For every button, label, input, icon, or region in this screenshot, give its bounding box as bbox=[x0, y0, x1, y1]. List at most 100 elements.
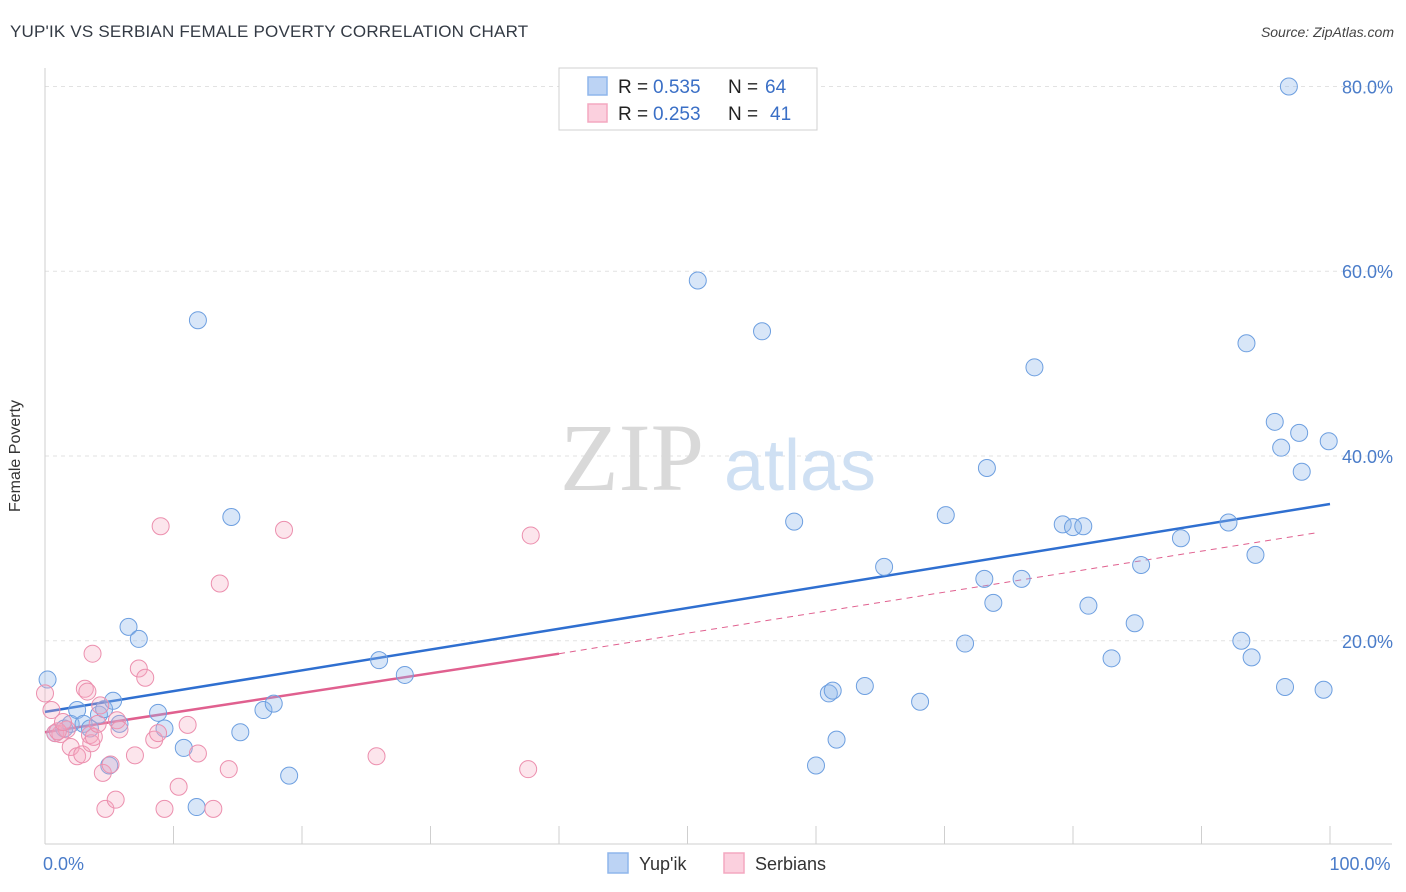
serbians-point-23 bbox=[129, 659, 148, 678]
serbians-point-9 bbox=[78, 682, 97, 701]
stats-r-label-yupik: R = bbox=[618, 77, 648, 98]
legend-swatch-serbians bbox=[723, 852, 745, 874]
serbians-point-12 bbox=[83, 644, 102, 663]
chart-title: YUP'IK VS SERBIAN FEMALE POVERTY CORRELA… bbox=[10, 22, 529, 41]
serbians-point-5 bbox=[61, 738, 80, 756]
serbians-point-1 bbox=[42, 701, 61, 720]
y-tick-label-0: 20.0% bbox=[1342, 632, 1393, 652]
stats-n-value-serbians: 41 bbox=[770, 104, 791, 125]
legend-label-serbians: Serbians bbox=[755, 854, 826, 874]
yupik-point-47 bbox=[1102, 649, 1121, 668]
serbians-point-40 bbox=[53, 713, 72, 732]
serbians-point-27 bbox=[151, 517, 170, 536]
serbians-point-17 bbox=[96, 799, 115, 818]
serbians-point-36 bbox=[367, 747, 386, 766]
trend-lines bbox=[44, 502, 1331, 734]
yupik-point-32 bbox=[827, 730, 846, 749]
yupik-point-0 bbox=[38, 670, 57, 689]
y-tick-label-1: 40.0% bbox=[1342, 447, 1393, 467]
serbians-point-26 bbox=[149, 724, 168, 743]
yupik-point-9 bbox=[100, 756, 119, 775]
trend-line-serbians bbox=[44, 652, 560, 734]
serbians-point-28 bbox=[155, 799, 174, 818]
yupik-point-19 bbox=[222, 507, 241, 526]
axes bbox=[44, 68, 1392, 845]
yupik-point-26 bbox=[688, 271, 707, 290]
data-points bbox=[36, 77, 1338, 818]
serbians-point-8 bbox=[75, 679, 94, 698]
serbians-point-29 bbox=[169, 777, 188, 796]
stats-swatch-yupik bbox=[587, 76, 608, 96]
serbians-point-0 bbox=[36, 684, 54, 703]
serbians-point-14 bbox=[88, 714, 107, 733]
yupik-point-16 bbox=[174, 738, 193, 757]
yupik-point-34 bbox=[875, 557, 894, 576]
serbians-point-37 bbox=[519, 760, 538, 779]
yupik-point-38 bbox=[977, 459, 996, 478]
yupik-point-49 bbox=[1132, 556, 1151, 575]
serbians-point-38 bbox=[521, 526, 540, 545]
yupik-point-48 bbox=[1125, 614, 1144, 633]
watermark: ZIP atlas bbox=[560, 404, 876, 511]
yupik-point-42 bbox=[1025, 358, 1044, 377]
yupik-point-36 bbox=[936, 506, 955, 525]
yupik-point-24 bbox=[370, 651, 389, 670]
yupik-point-57 bbox=[1272, 438, 1291, 457]
yupik-point-23 bbox=[280, 766, 299, 785]
stats-r-value-serbians: 0.253 bbox=[653, 104, 701, 125]
serbians-point-39 bbox=[48, 722, 67, 741]
watermark-zip: ZIP bbox=[560, 404, 704, 511]
stats-r-value-yupik: 0.535 bbox=[653, 77, 701, 98]
yupik-point-61 bbox=[1292, 462, 1311, 481]
serbians-point-3 bbox=[51, 725, 70, 744]
yupik-point-59 bbox=[1279, 77, 1298, 96]
yupik-point-51 bbox=[1219, 513, 1238, 532]
yupik-point-40 bbox=[984, 593, 1003, 612]
yupik-point-31 bbox=[823, 681, 842, 700]
yupik-point-20 bbox=[231, 723, 250, 742]
yupik-point-18 bbox=[188, 311, 207, 330]
yupik-point-58 bbox=[1276, 677, 1295, 696]
serbians-point-22 bbox=[125, 746, 144, 765]
yupik-point-5 bbox=[74, 714, 93, 733]
yupik-point-41 bbox=[1012, 569, 1031, 588]
yupik-point-39 bbox=[975, 569, 994, 588]
yupik-point-27 bbox=[753, 322, 772, 341]
stats-legend: R = 0.535 N = 64 R = 0.253 N = 41 bbox=[558, 67, 818, 131]
y-tick-label-2: 60.0% bbox=[1342, 262, 1393, 282]
yupik-point-53 bbox=[1237, 334, 1256, 353]
yupik-point-55 bbox=[1246, 545, 1265, 564]
x-tick-label-1: 100.0% bbox=[1329, 854, 1390, 874]
yupik-point-13 bbox=[129, 629, 148, 648]
stats-n-label-yupik: N = bbox=[728, 77, 758, 98]
source-label: Source: ZipAtlas.com bbox=[1260, 24, 1394, 40]
yupik-point-14 bbox=[149, 703, 168, 722]
trend-line-serbians-extended bbox=[558, 532, 1318, 655]
serbians-point-34 bbox=[219, 760, 238, 779]
gridlines bbox=[45, 85, 1392, 642]
legend-label-yupik: Yup'ik bbox=[639, 854, 687, 874]
yupik-point-63 bbox=[1319, 432, 1338, 451]
yupik-point-52 bbox=[1232, 631, 1251, 650]
watermark-atlas: atlas bbox=[724, 426, 876, 506]
yupik-point-29 bbox=[807, 756, 825, 775]
serbians-point-32 bbox=[204, 799, 223, 818]
yupik-point-15 bbox=[155, 719, 174, 738]
yupik-point-44 bbox=[1064, 518, 1082, 537]
serbians-point-30 bbox=[178, 715, 197, 734]
yupik-point-54 bbox=[1242, 648, 1261, 667]
yupik-point-7 bbox=[89, 705, 108, 724]
yupik-point-45 bbox=[1074, 517, 1093, 536]
serbians-point-21 bbox=[110, 720, 129, 739]
yupik-point-35 bbox=[911, 692, 930, 711]
stats-swatch-serbians bbox=[587, 103, 608, 123]
serbians-point-35 bbox=[275, 520, 294, 539]
yupik-point-46 bbox=[1079, 596, 1098, 615]
series-legend: Yup'ik Serbians bbox=[607, 852, 826, 874]
serbians-point-24 bbox=[136, 668, 155, 687]
yupik-point-56 bbox=[1265, 412, 1284, 431]
yupik-point-22 bbox=[264, 694, 283, 713]
yupik-point-60 bbox=[1290, 423, 1309, 442]
stats-r-label-serbians: R = bbox=[618, 104, 648, 125]
yupik-point-28 bbox=[785, 512, 804, 531]
